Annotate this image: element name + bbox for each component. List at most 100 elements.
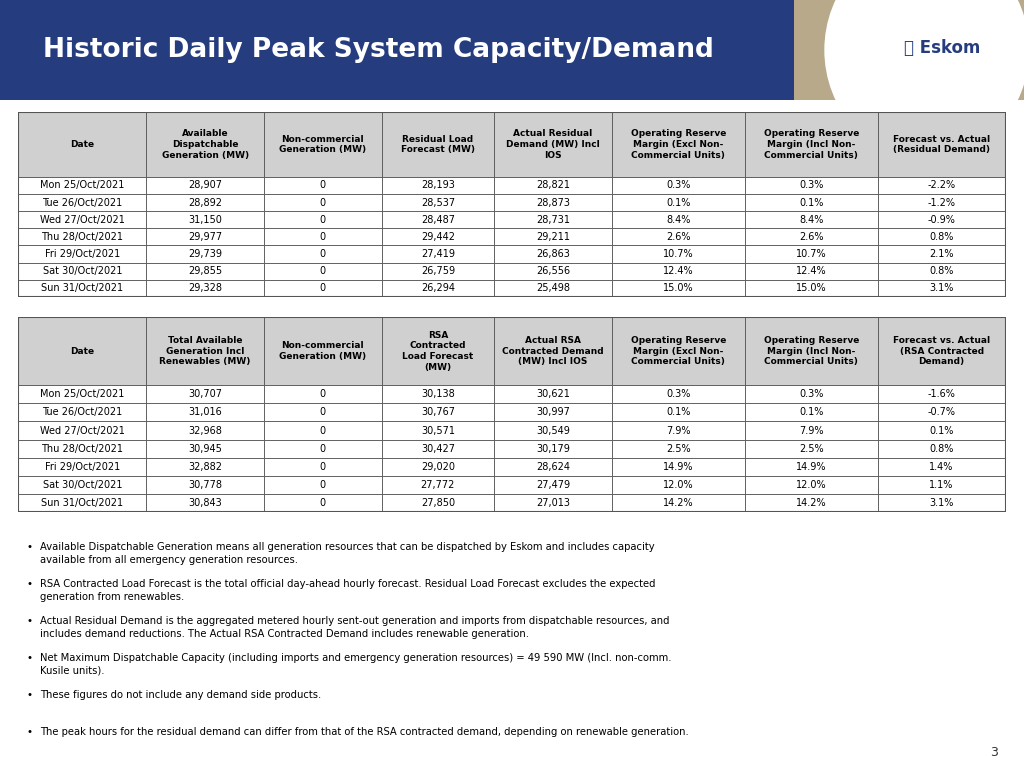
Text: 0: 0 <box>319 215 326 225</box>
Ellipse shape <box>824 0 1024 160</box>
Text: 0.3%: 0.3% <box>799 180 823 190</box>
Bar <box>611 112 744 177</box>
Text: 30,621: 30,621 <box>536 389 569 399</box>
Text: Operating Reserve
Margin (Excl Non-
Commercial Units): Operating Reserve Margin (Excl Non- Comm… <box>631 336 726 366</box>
Bar <box>382 263 495 280</box>
Text: 26,863: 26,863 <box>536 249 569 259</box>
Text: Residual Load
Forecast (MW): Residual Load Forecast (MW) <box>400 134 475 154</box>
Text: 3.1%: 3.1% <box>930 283 953 293</box>
Bar <box>146 458 264 476</box>
Text: Operating Reserve
Margin (Incl Non-
Commercial Units): Operating Reserve Margin (Incl Non- Comm… <box>764 336 859 366</box>
Text: 0.1%: 0.1% <box>799 197 823 207</box>
Text: 0: 0 <box>319 266 326 276</box>
Text: 2.6%: 2.6% <box>799 232 823 242</box>
Bar <box>744 211 878 228</box>
Bar <box>382 458 495 476</box>
Bar <box>146 422 264 439</box>
Bar <box>18 211 146 228</box>
Text: 27,479: 27,479 <box>536 480 570 490</box>
Text: Sat 30/Oct/2021: Sat 30/Oct/2021 <box>43 266 122 276</box>
Bar <box>611 211 744 228</box>
Text: 0: 0 <box>319 462 326 472</box>
Text: 28,907: 28,907 <box>188 180 222 190</box>
Text: 0.3%: 0.3% <box>666 389 690 399</box>
Bar <box>878 439 1006 458</box>
Text: 0: 0 <box>319 197 326 207</box>
Text: Date: Date <box>71 140 94 149</box>
Text: 14.9%: 14.9% <box>796 462 826 472</box>
Bar <box>611 280 744 297</box>
Text: RSA
Contracted
Load Forecast
(MW): RSA Contracted Load Forecast (MW) <box>402 330 473 372</box>
Text: Total Available
Generation Incl
Renewables (MW): Total Available Generation Incl Renewabl… <box>160 336 251 366</box>
Text: 29,020: 29,020 <box>421 462 455 472</box>
Text: 0: 0 <box>319 249 326 259</box>
Bar <box>878 228 1006 246</box>
Text: 0.1%: 0.1% <box>666 407 690 418</box>
Bar <box>878 458 1006 476</box>
Bar <box>18 280 146 297</box>
Bar <box>382 494 495 512</box>
Text: 25,498: 25,498 <box>536 283 570 293</box>
Text: 3.1%: 3.1% <box>930 498 953 508</box>
Text: 1.4%: 1.4% <box>930 462 953 472</box>
Text: 28,537: 28,537 <box>421 197 455 207</box>
Bar <box>18 228 146 246</box>
Text: Net Maximum Dispatchable Capacity (including imports and emergency generation re: Net Maximum Dispatchable Capacity (inclu… <box>40 653 672 676</box>
Text: 0.1%: 0.1% <box>666 197 690 207</box>
Bar <box>18 439 146 458</box>
Bar <box>495 403 611 422</box>
Bar <box>878 317 1006 386</box>
Bar <box>264 211 382 228</box>
Bar <box>611 228 744 246</box>
Text: 8.4%: 8.4% <box>799 215 823 225</box>
Bar <box>18 386 146 403</box>
Text: •: • <box>27 690 33 700</box>
Bar <box>264 280 382 297</box>
Text: Fri 29/Oct/2021: Fri 29/Oct/2021 <box>45 462 120 472</box>
Bar <box>744 403 878 422</box>
Text: Actual RSA
Contracted Demand
(MW) Incl IOS: Actual RSA Contracted Demand (MW) Incl I… <box>502 336 604 366</box>
Bar <box>611 194 744 211</box>
Bar <box>495 280 611 297</box>
Bar <box>18 194 146 211</box>
Text: Sun 31/Oct/2021: Sun 31/Oct/2021 <box>41 283 124 293</box>
Text: 28,487: 28,487 <box>421 215 455 225</box>
Text: 12.0%: 12.0% <box>796 480 826 490</box>
Text: 27,772: 27,772 <box>421 480 455 490</box>
Bar <box>146 177 264 194</box>
Text: 28,731: 28,731 <box>536 215 570 225</box>
Bar <box>146 194 264 211</box>
Text: These figures do not include any demand side products.: These figures do not include any demand … <box>40 690 322 700</box>
Text: 14.2%: 14.2% <box>663 498 693 508</box>
Bar <box>382 177 495 194</box>
Bar <box>611 317 744 386</box>
Text: 14.9%: 14.9% <box>663 462 693 472</box>
Bar <box>382 439 495 458</box>
Text: 12.4%: 12.4% <box>796 266 826 276</box>
Bar <box>495 112 611 177</box>
Text: 0.3%: 0.3% <box>666 180 690 190</box>
Text: 2.5%: 2.5% <box>666 444 690 454</box>
Text: 26,294: 26,294 <box>421 283 455 293</box>
Bar <box>146 246 264 263</box>
Text: •: • <box>27 727 33 737</box>
Text: Thu 28/Oct/2021: Thu 28/Oct/2021 <box>41 232 123 242</box>
Text: 14.2%: 14.2% <box>796 498 826 508</box>
Bar <box>878 422 1006 439</box>
Bar <box>146 317 264 386</box>
Text: 10.7%: 10.7% <box>663 249 693 259</box>
Text: Operating Reserve
Margin (Excl Non-
Commercial Units): Operating Reserve Margin (Excl Non- Comm… <box>631 129 726 160</box>
Text: 0: 0 <box>319 283 326 293</box>
Text: •: • <box>27 653 33 663</box>
Text: 30,843: 30,843 <box>188 498 222 508</box>
Bar <box>495 177 611 194</box>
Bar <box>18 317 146 386</box>
Bar <box>495 194 611 211</box>
Bar <box>146 386 264 403</box>
Bar <box>744 263 878 280</box>
Text: 30,427: 30,427 <box>421 444 455 454</box>
Bar <box>744 246 878 263</box>
Text: 29,442: 29,442 <box>421 232 455 242</box>
Text: 12.4%: 12.4% <box>663 266 693 276</box>
Text: 26,556: 26,556 <box>536 266 570 276</box>
